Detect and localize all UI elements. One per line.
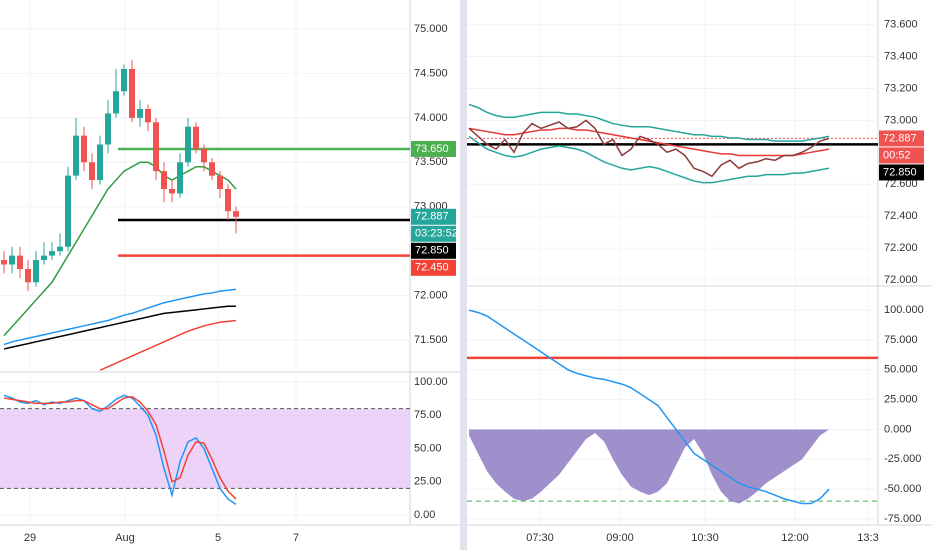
y-tick-label: 73.600 xyxy=(884,18,918,30)
y-tick-label: 72.000 xyxy=(884,274,918,286)
y-tick-label: 0.000 xyxy=(884,423,912,435)
series-line xyxy=(468,135,830,184)
price-label-box xyxy=(411,225,456,242)
series-line xyxy=(3,395,237,500)
y-tick-label: 74.500 xyxy=(414,67,448,79)
y-tick-label: 72.600 xyxy=(884,178,918,190)
candle-body xyxy=(89,162,95,181)
price-label-box xyxy=(879,164,924,181)
candle-body xyxy=(201,148,207,163)
layout-splitter xyxy=(460,0,467,550)
price-label-box xyxy=(411,242,456,259)
price-label: 03:23:52 xyxy=(415,228,458,240)
x-tick-label: 13:3 xyxy=(857,532,878,544)
candle-body xyxy=(97,144,103,181)
y-tick-label: 0.00 xyxy=(414,509,435,521)
x-tick-label: 10:30 xyxy=(691,532,719,544)
price-label-box xyxy=(879,147,924,164)
y-tick-label: 75.000 xyxy=(884,334,918,346)
candle-body xyxy=(137,108,143,118)
y-tick-label: 74.000 xyxy=(414,112,448,124)
series-line xyxy=(3,288,237,346)
price-label: 00:52 xyxy=(883,149,911,161)
price-label-box xyxy=(411,140,456,157)
price-label-box xyxy=(411,208,456,225)
candle-body xyxy=(105,113,111,145)
x-tick-label: 09:00 xyxy=(606,532,634,544)
x-tick-label: 07:30 xyxy=(526,532,554,544)
series-line xyxy=(468,309,830,505)
candle-body xyxy=(73,135,79,176)
price-label: 72.850 xyxy=(883,166,917,178)
series-line xyxy=(468,119,830,178)
x-tick-label: Aug xyxy=(115,532,135,544)
series-line xyxy=(468,127,830,157)
price-label-box xyxy=(879,130,924,147)
candle-body xyxy=(121,68,127,92)
y-tick-label: 73.400 xyxy=(884,50,918,62)
candle-body xyxy=(41,255,47,261)
y-tick-label: 25.000 xyxy=(884,394,918,406)
candle-body xyxy=(153,122,159,172)
candle-body xyxy=(209,162,215,176)
candle-body xyxy=(185,126,191,163)
price-label: 72.850 xyxy=(415,245,449,257)
candle-body xyxy=(81,135,87,163)
series-line xyxy=(468,103,830,142)
price-label: 73.650 xyxy=(415,143,449,155)
y-tick-label: 100.00 xyxy=(414,376,448,388)
y-tick-label: 73.000 xyxy=(884,114,918,126)
x-tick-label: 12:00 xyxy=(781,532,809,544)
x-tick-label: 29 xyxy=(24,532,36,544)
price-label: 72.450 xyxy=(415,262,449,274)
y-tick-label: 72.000 xyxy=(414,290,448,302)
histogram-area xyxy=(469,429,829,504)
y-tick-label: 25.00 xyxy=(414,476,442,488)
y-tick-label: -50.000 xyxy=(884,483,921,495)
candle-body xyxy=(161,171,167,189)
series-line xyxy=(3,161,237,337)
candle-body xyxy=(49,251,55,256)
y-tick-label: 71.500 xyxy=(414,334,448,346)
y-tick-label: 73.200 xyxy=(884,82,918,94)
series-line xyxy=(99,319,237,371)
candle-body xyxy=(65,175,71,247)
candle-body xyxy=(113,91,119,114)
y-tick-label: 72.200 xyxy=(884,242,918,254)
y-tick-label: 75.000 xyxy=(414,23,448,35)
y-tick-label: 73.500 xyxy=(414,156,448,168)
series-line xyxy=(3,305,236,350)
x-tick-label: 5 xyxy=(215,532,221,544)
y-tick-label: -75.000 xyxy=(884,513,921,525)
y-tick-label: 72.400 xyxy=(884,210,918,222)
candle-body xyxy=(177,162,183,194)
y-tick-label: 50.00 xyxy=(414,442,442,454)
candle-body xyxy=(217,175,223,189)
candle-body xyxy=(1,260,7,265)
candle-body xyxy=(17,255,23,269)
y-tick-label: -25.000 xyxy=(884,453,921,465)
candle-body xyxy=(145,108,151,123)
candle-body xyxy=(57,246,63,252)
candle-body xyxy=(169,188,175,194)
candle-body xyxy=(33,260,39,283)
y-tick-label: 75.00 xyxy=(414,409,442,421)
price-label: 72.887 xyxy=(415,211,449,223)
candle-body xyxy=(225,188,231,212)
candle-body xyxy=(25,268,31,283)
candle-body xyxy=(129,68,135,118)
price-label-box xyxy=(411,259,456,276)
candle-body xyxy=(233,211,239,217)
x-tick-label: 7 xyxy=(293,532,299,544)
band xyxy=(0,408,410,489)
y-tick-label: 100.000 xyxy=(884,304,924,316)
y-tick-label: 50.000 xyxy=(884,364,918,376)
candle-body xyxy=(193,126,199,149)
price-label: 72.887 xyxy=(883,132,917,144)
candle-body xyxy=(9,255,15,265)
